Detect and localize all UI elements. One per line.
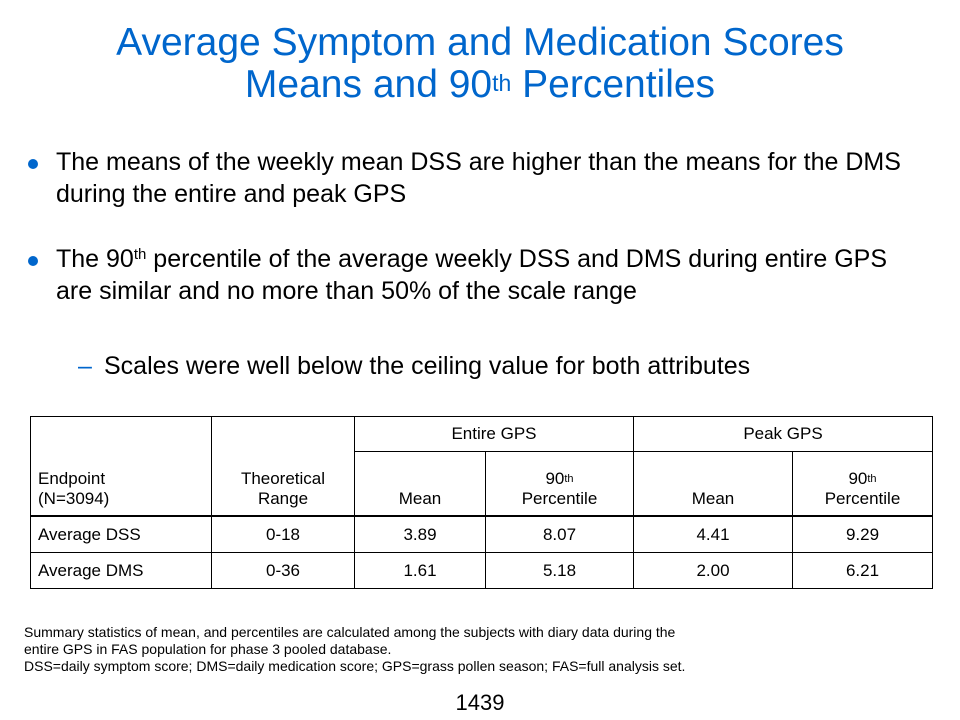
table-row: Average DSS 0-18 3.89 8.07 4.41 9.29 [30,515,933,553]
range-header: Theoretical Range [211,416,355,517]
entire-mean-header: Mean [354,451,486,517]
bullet-dot-icon [28,256,38,266]
entire-p90-cell: 8.07 [485,515,634,553]
range-header-line-2: Range [257,489,309,508]
title-line-2-prefix: Means and 90 [244,63,493,106]
peak-p90-number: 90 [848,469,868,488]
endpoint-cell: Average DSS [30,515,212,553]
footnote-line-2: entire GPS in FAS population for phase 3… [24,641,392,657]
range-header-line-1: Theoretical [240,469,326,488]
footnote-line-3: DSS=daily symptom score; DMS=daily medic… [24,658,686,674]
peak-mean-cell: 4.41 [633,515,793,553]
title-superscript: th [492,70,512,96]
entire-p90-cell: 5.18 [485,552,634,589]
entire-p90-label: Percentile [521,489,598,508]
bullet-item-2: The 90th percentile of the average weekl… [28,243,928,307]
peak-gps-header: Peak GPS [633,416,933,452]
footnote: Summary statistics of mean, and percenti… [24,624,924,675]
range-cell: 0-36 [211,552,355,589]
entire-p90-sup: th [564,473,574,485]
bullet-2-suffix: percentile of the average weekly DSS and… [56,245,888,305]
sub-bullet-dash-icon: – [78,352,92,380]
peak-mean-cell: 2.00 [633,552,793,589]
title-line-2-suffix: Percentiles [511,63,716,106]
peak-p90-label: Percentile [824,489,901,508]
endpoint-header-line-1: Endpoint [38,469,106,488]
peak-p90-header: 90th Percentile [792,451,933,517]
bullet-dot-icon [28,159,38,169]
entire-gps-header: Entire GPS [354,416,634,452]
peak-p90-cell: 9.29 [792,515,933,553]
endpoint-cell: Average DMS [30,552,212,589]
range-cell: 0-18 [211,515,355,553]
table-row: Average DMS 0-36 1.61 5.18 2.00 6.21 [30,552,933,589]
scores-table: Endpoint (N=3094) Theoretical Range Enti… [30,416,933,589]
table-header-row-2: Mean 90th Percentile Mean 90th Percentil… [31,451,933,517]
endpoint-header-line-2: (N=3094) [38,489,110,508]
peak-p90-sup: th [867,473,877,485]
peak-p90-header-line-1: 90th [797,469,928,489]
table-header-row-1: Endpoint (N=3094) Theoretical Range Enti… [30,416,933,517]
entire-p90-number: 90 [545,469,565,488]
entire-mean-cell: 1.61 [354,552,486,589]
endpoint-header: Endpoint (N=3094) [30,416,212,517]
peak-p90-cell: 6.21 [792,552,933,589]
bullet-2-superscript: th [133,246,147,263]
title-line-1: Average Symptom and Medication Scores [116,21,844,64]
peak-mean-header: Mean [633,451,793,517]
bullet-text-2: The 90th percentile of the average weekl… [56,243,928,307]
footnote-line-1: Summary statistics of mean, and percenti… [24,624,676,640]
slide-title: Average Symptom and Medication Scores Me… [0,22,960,106]
bullet-2-prefix: The 90 [56,245,134,273]
entire-mean-cell: 3.89 [354,515,486,553]
sub-bullet: – Scales were well below the ceiling val… [78,350,948,382]
bullet-text-1: The means of the weekly mean DSS are hig… [56,148,901,208]
entire-p90-header: 90th Percentile [485,451,634,517]
sub-bullet-text: Scales were well below the ceiling value… [104,352,751,380]
bullet-item-1: The means of the weekly mean DSS are hig… [28,146,928,210]
title-line-2: Means and 90th Percentiles [0,64,960,106]
page-number: 1439 [455,690,505,715]
entire-p90-header-line-1: 90th [490,469,629,489]
